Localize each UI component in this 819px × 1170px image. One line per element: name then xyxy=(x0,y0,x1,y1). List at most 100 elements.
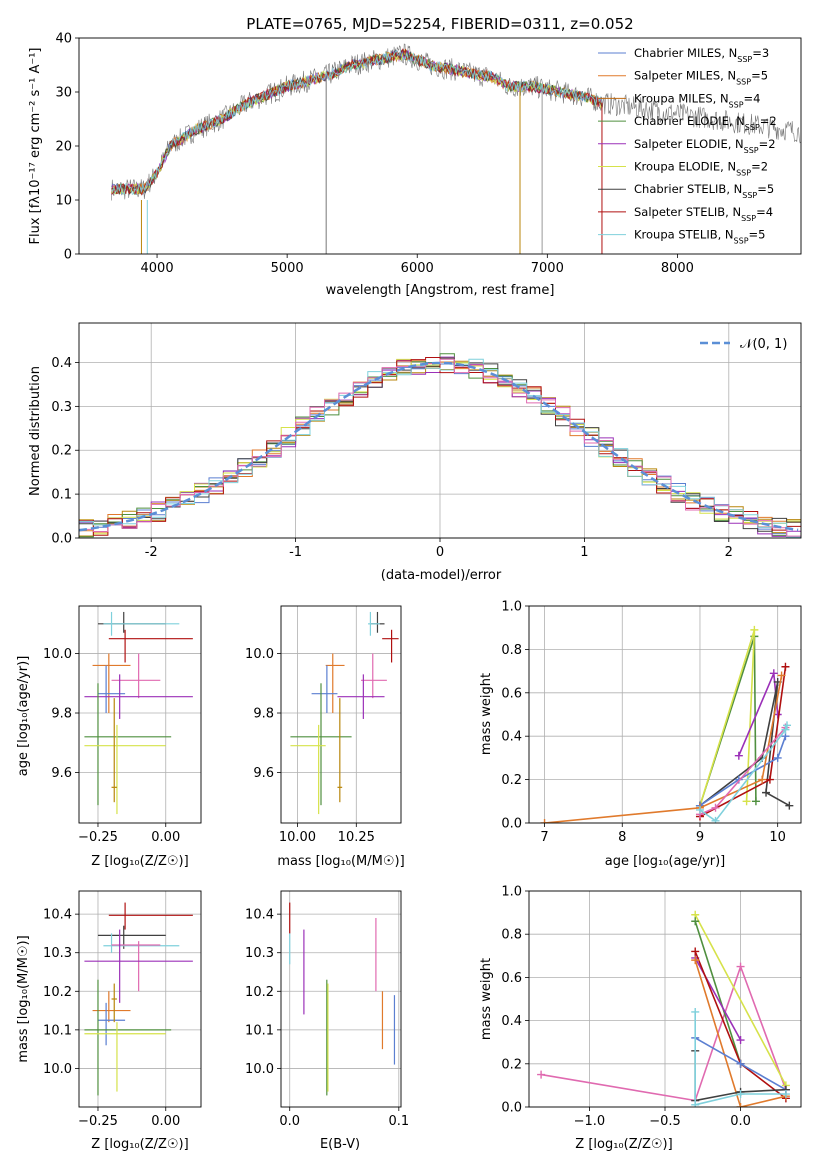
errorbar-point xyxy=(84,683,172,806)
errorbar-point xyxy=(290,683,352,806)
weight-Z-xtick-label: −1.0 xyxy=(574,1114,606,1129)
weight-series xyxy=(537,962,790,1105)
weight-marker xyxy=(736,1036,745,1045)
weight-marker xyxy=(742,797,751,806)
errorbar-point xyxy=(97,665,126,714)
legend-label: 𝒩(0, 1) xyxy=(740,337,787,352)
weight-Z-xtick-label: −0.5 xyxy=(649,1114,681,1129)
weight-marker xyxy=(736,1103,745,1107)
residuals-legend: 𝒩(0, 1) xyxy=(700,337,787,352)
mass-Z-ytick-label: 10.0 xyxy=(43,1062,72,1077)
errorbar-point xyxy=(111,653,161,699)
spectrum-ytick-label: 20 xyxy=(55,140,72,155)
age-Z-ytick-label: 9.8 xyxy=(51,707,72,722)
residuals-ylabel: Normed distribution xyxy=(28,366,43,496)
weight-marker xyxy=(781,662,790,671)
mass-Z-axes: −0.25 0.00 10.0 10.1 10.2 10.3 10.4 xyxy=(43,891,201,1129)
age-Z-ytick-label: 10.0 xyxy=(43,647,72,662)
weight-age-ytick-label: 0.4 xyxy=(501,730,522,745)
weight-marker xyxy=(691,956,700,965)
weight-age-xtick-label: 10 xyxy=(769,830,786,845)
mass-Z-ytick-label: 10.1 xyxy=(43,1023,72,1038)
age-mass-points xyxy=(290,611,399,815)
weight-series xyxy=(695,732,790,810)
mass-Z-frame xyxy=(78,890,202,1108)
weight-age-xtick-label: 7 xyxy=(540,830,548,845)
weight-line xyxy=(540,964,787,1102)
weight-Z-axes: −1.0 −0.5 0.0 0.0 0.2 0.4 0.6 0.8 1.0 xyxy=(501,885,801,1129)
mass-ebv-points xyxy=(289,902,396,1096)
residuals-xlabel: (data-model)/error xyxy=(381,568,502,583)
spectrum-model-line xyxy=(111,49,603,195)
age-mass-ytick-label: 10.0 xyxy=(245,647,274,662)
errorbar-point xyxy=(368,611,380,636)
errorbar-point xyxy=(97,611,166,633)
weight-age-ytick-label: 0.0 xyxy=(501,817,522,832)
errorbar-point xyxy=(84,724,166,815)
weight-series xyxy=(695,721,792,823)
weight-Z-frame xyxy=(528,890,802,1108)
spectrum-ytick-label: 30 xyxy=(55,86,72,101)
weight-marker xyxy=(711,803,720,812)
legend-subscript: SSP xyxy=(736,77,751,86)
residuals-xtick-label: -1 xyxy=(289,545,302,560)
spectrum-model-line xyxy=(111,49,603,196)
weight-line xyxy=(699,725,788,822)
massz-ylabel: mass [log₁₀(M/M☉)] xyxy=(16,935,31,1062)
weight-marker xyxy=(781,725,790,734)
errorbar-point xyxy=(361,653,387,699)
legend-count: =2 xyxy=(760,114,777,128)
mass-ebv-ytick-label: 10.4 xyxy=(245,908,274,923)
residuals-xtick-label: 0 xyxy=(436,545,444,560)
weight-marker xyxy=(695,805,704,814)
mass-ebv-ytick-label: 10.3 xyxy=(245,946,274,961)
errorbar-point xyxy=(111,983,117,1023)
errorbar-point xyxy=(290,724,326,815)
residuals-xtick-label: -2 xyxy=(145,545,158,560)
spectrum-model-line xyxy=(111,49,603,196)
histogram-step xyxy=(79,358,801,537)
legend-count: =2 xyxy=(751,160,768,174)
weight-marker xyxy=(736,1090,745,1099)
legend-count: =2 xyxy=(759,137,776,151)
age-Z-xtick-label: 0.00 xyxy=(151,830,180,845)
spectrum-ytick-label: 40 xyxy=(55,32,72,47)
age-Z-axes: −0.25 0.00 9.6 9.8 10.0 xyxy=(43,606,201,845)
spectrum-model-line xyxy=(111,50,603,195)
weight-age-xtick-label: 9 xyxy=(696,830,704,845)
weight-marker xyxy=(736,1059,745,1068)
age-mass-frame xyxy=(280,605,402,824)
errorbar-point xyxy=(103,611,180,636)
errorbar-point xyxy=(84,1022,166,1092)
weight-marker xyxy=(691,1007,700,1016)
errorbar-point xyxy=(97,1002,126,1046)
age-Z-points xyxy=(84,611,193,815)
spectrum-ytick-label: 0 xyxy=(64,248,72,263)
mass-ebv-xtick-label: 0.0 xyxy=(279,1114,300,1129)
residuals-xtick-label: 2 xyxy=(725,545,733,560)
legend-subscript: SSP xyxy=(741,213,756,222)
mass-ebv-ytick-label: 10.1 xyxy=(245,1023,274,1038)
agez-xlabel: Z [log₁₀(Z/Z☉)] xyxy=(91,854,188,869)
legend-subscript: SSP xyxy=(745,123,760,132)
weight-marker xyxy=(773,753,782,762)
weight-Z-ytick-label: 0.4 xyxy=(501,1014,522,1029)
legend-subscript: SSP xyxy=(737,55,752,64)
weight-Z-ytick-label: 0.8 xyxy=(501,928,522,943)
legend-label: Salpeter STELIB, NSSP=4 xyxy=(634,205,773,223)
weight-marker xyxy=(734,775,743,784)
spectrum-xtick-label: 4000 xyxy=(141,261,174,276)
weight-marker xyxy=(734,751,743,760)
legend-subscript: SSP xyxy=(742,191,757,200)
residuals-ytick-label: 0.4 xyxy=(51,356,72,371)
histogram-lines xyxy=(79,353,801,538)
spectrum-xtick-label: 7000 xyxy=(531,261,564,276)
legend-subscript: SSP xyxy=(729,100,744,109)
spectrum-model-line xyxy=(111,48,603,195)
wage-ylabel: mass weight xyxy=(479,673,494,755)
gaussian-curve xyxy=(79,361,799,532)
residuals-ytick-label: 0.2 xyxy=(51,444,72,459)
legend-label: Kroupa STELIB, NSSP=5 xyxy=(634,228,765,246)
weight-line xyxy=(699,735,787,807)
mass-Z-xtick-label: −0.25 xyxy=(78,1114,118,1129)
